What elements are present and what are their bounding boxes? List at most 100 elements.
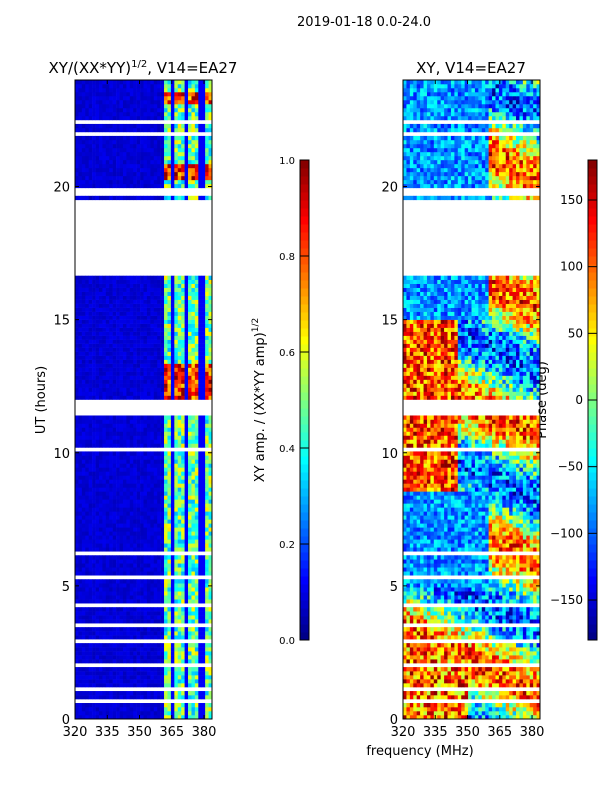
heatmap-cell xyxy=(98,115,103,121)
heatmap-cell xyxy=(164,115,168,121)
heatmap-cell xyxy=(167,463,172,468)
heatmap-cell xyxy=(205,647,209,652)
heatmap-cell xyxy=(140,123,144,129)
heatmap-cell xyxy=(170,351,175,356)
heatmap-cell xyxy=(201,423,206,428)
heatmap-cell xyxy=(174,111,179,117)
heatmap-cell xyxy=(140,611,144,616)
heatmap-cell xyxy=(75,355,79,360)
heatmap-cell xyxy=(140,683,144,688)
heatmap-cell xyxy=(75,327,79,332)
heatmap-cell xyxy=(153,615,158,620)
heatmap-cell xyxy=(208,511,213,516)
heatmap-cell xyxy=(122,659,127,664)
heatmap-cell xyxy=(119,587,124,592)
heatmap-cell xyxy=(119,555,124,560)
heatmap-cell xyxy=(157,303,161,308)
heatmap-cell xyxy=(188,695,192,700)
heatmap-cell xyxy=(75,179,79,185)
heatmap-cell xyxy=(122,471,127,476)
heatmap-cell xyxy=(181,95,185,101)
heatmap-cell xyxy=(153,323,158,328)
heatmap-cell xyxy=(170,80,175,85)
heatmap-cell xyxy=(143,375,148,380)
heatmap-cell xyxy=(112,511,117,516)
heatmap-cell xyxy=(170,135,175,141)
heatmap-cell xyxy=(109,315,113,320)
heatmap-cell xyxy=(109,331,113,336)
heatmap-cell xyxy=(198,499,203,504)
heatmap-cell xyxy=(98,667,103,672)
heatmap-cell xyxy=(188,595,192,600)
heatmap-cell xyxy=(205,707,209,712)
heatmap-cell xyxy=(150,351,155,356)
heatmap-cell xyxy=(122,607,127,612)
heatmap-cell xyxy=(136,151,141,157)
heatmap-cell xyxy=(208,675,213,680)
heatmap-cell xyxy=(92,583,96,588)
heatmap-cell xyxy=(112,395,117,400)
heatmap-cell xyxy=(109,115,113,121)
heatmap-cell xyxy=(92,615,96,620)
heatmap-cell xyxy=(208,151,213,157)
heatmap-cell xyxy=(150,95,155,101)
heatmap-cell xyxy=(119,383,124,388)
heatmap-cell xyxy=(191,483,196,488)
heatmap-cell xyxy=(102,643,107,648)
heatmap-cell xyxy=(191,527,196,532)
heatmap-cell xyxy=(205,327,209,332)
heatmap-cell xyxy=(153,511,158,516)
heatmap-cell xyxy=(122,439,127,444)
heatmap-cell xyxy=(198,519,203,524)
heatmap-cell xyxy=(119,563,124,568)
heatmap-cell xyxy=(109,195,113,201)
heatmap-cell xyxy=(140,87,144,93)
heatmap-cell xyxy=(98,359,103,364)
heatmap-cell xyxy=(205,343,209,348)
heatmap-cell xyxy=(122,475,127,480)
heatmap-cell xyxy=(208,163,213,169)
heatmap-cell xyxy=(98,415,103,420)
heatmap-cell xyxy=(164,371,168,376)
heatmap-cell xyxy=(112,599,117,604)
heatmap-cell xyxy=(119,543,124,548)
heatmap-cell xyxy=(133,419,137,424)
heatmap-cell xyxy=(153,491,158,496)
heatmap-cell xyxy=(136,615,141,620)
heatmap-cell xyxy=(116,455,120,460)
heatmap-cell xyxy=(174,539,179,544)
heatmap-cell xyxy=(88,171,93,177)
y-tick-label: 5 xyxy=(62,580,70,595)
heatmap-cell xyxy=(201,295,206,300)
heatmap-cell xyxy=(157,323,161,328)
heatmap-cell xyxy=(184,707,189,712)
heatmap-cell xyxy=(188,115,192,121)
heatmap-cell xyxy=(126,559,131,564)
heatmap-cell xyxy=(208,171,213,177)
heatmap-cell xyxy=(167,515,172,520)
heatmap-cell xyxy=(201,543,206,548)
heatmap-cell xyxy=(150,579,155,584)
heatmap-cell xyxy=(153,103,158,109)
heatmap-cell xyxy=(205,351,209,356)
heatmap-cell xyxy=(116,511,120,516)
heatmap-cell xyxy=(129,483,134,488)
heatmap-cell xyxy=(208,531,213,536)
heatmap-cell xyxy=(164,511,168,516)
heatmap-cell xyxy=(198,275,203,280)
heatmap-cell xyxy=(150,363,155,368)
heatmap-cell xyxy=(105,599,110,604)
heatmap-cell xyxy=(95,171,100,177)
heatmap-cell xyxy=(150,275,155,280)
heatmap-cell xyxy=(160,327,165,332)
heatmap-cell xyxy=(188,619,192,624)
heatmap-cell xyxy=(140,595,144,600)
heatmap-cell xyxy=(81,535,86,540)
heatmap-cell xyxy=(109,291,113,296)
heatmap-cell xyxy=(129,531,134,536)
heatmap-cell xyxy=(160,599,165,604)
heatmap-cell xyxy=(146,127,151,133)
heatmap-cell xyxy=(78,583,83,588)
heatmap-cell xyxy=(122,547,127,552)
heatmap-cell xyxy=(78,615,83,620)
